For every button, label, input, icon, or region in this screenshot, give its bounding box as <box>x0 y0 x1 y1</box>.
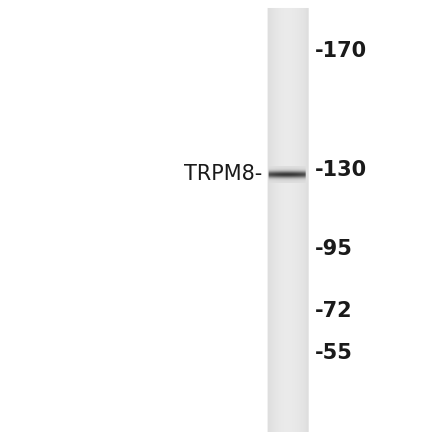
Text: -72: -72 <box>315 301 352 321</box>
Text: -95: -95 <box>315 239 352 259</box>
Text: TRPM8-: TRPM8- <box>183 164 262 184</box>
Text: -130: -130 <box>315 160 367 180</box>
Text: -170: -170 <box>315 41 367 61</box>
Text: -55: -55 <box>315 343 352 363</box>
